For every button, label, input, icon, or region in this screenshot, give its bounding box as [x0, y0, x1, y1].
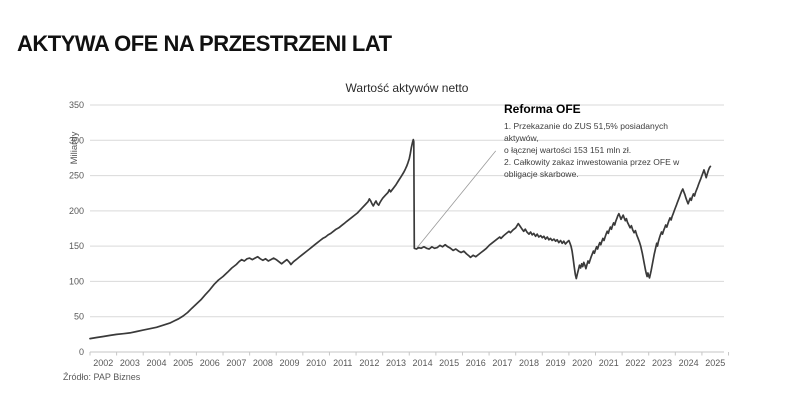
- x-tick-label: 2017: [492, 358, 512, 368]
- x-tick-label: 2005: [173, 358, 193, 368]
- x-tick-label: 2009: [280, 358, 300, 368]
- x-tick-label: 2010: [306, 358, 326, 368]
- x-tick-label: 2022: [625, 358, 645, 368]
- x-tick-label: 2023: [652, 358, 672, 368]
- y-tick-label: 0: [79, 347, 84, 357]
- y-axis-title: Miliardy: [69, 131, 80, 164]
- asset-value-line: [89, 138, 712, 340]
- y-tick-label: 100: [69, 276, 84, 286]
- y-tick-label: 200: [69, 206, 84, 216]
- annotation-line-2: o łącznej wartości 153 151 mln zł.: [504, 145, 632, 155]
- y-tick-label: 350: [69, 100, 84, 110]
- x-tick-label: 2019: [546, 358, 566, 368]
- x-tick-label: 2015: [439, 358, 459, 368]
- x-tick-label: 2025: [705, 358, 725, 368]
- x-tick-label: 2006: [200, 358, 220, 368]
- annotation-title: Reforma OFE: [504, 102, 581, 116]
- y-tick-label: 250: [69, 171, 84, 181]
- x-tick-label: 2016: [466, 358, 486, 368]
- reform-annotation: Reforma OFE 1. Przekazanie do ZUS 51,5% …: [504, 102, 704, 180]
- annotation-line-4: obligacje skarbowe.: [504, 169, 579, 179]
- page-title: AKTYWA OFE NA PRZESTRZENI LAT: [17, 31, 392, 56]
- x-tick-label: 2008: [253, 358, 273, 368]
- x-tick-label: 2014: [413, 358, 433, 368]
- x-tick-label: 2018: [519, 358, 539, 368]
- x-tick-label: 2007: [226, 358, 246, 368]
- x-tick-label: 2012: [359, 358, 379, 368]
- y-tick-label: 50: [74, 312, 84, 322]
- source-note: Źródło: PAP Biznes: [63, 372, 141, 382]
- x-tick-label: 2011: [333, 358, 352, 368]
- y-tick-label: 300: [69, 135, 84, 145]
- x-tick-label: 2003: [120, 358, 140, 368]
- x-tick-label: 2013: [386, 358, 406, 368]
- x-tick-label: 2004: [146, 358, 166, 368]
- annotation-leader-line: [416, 150, 497, 248]
- x-tick-label: 2002: [93, 358, 113, 368]
- chart-title: Wartość aktywów netto: [345, 81, 469, 95]
- x-tick-label: 2024: [679, 358, 699, 368]
- annotation-line-3: 2. Całkowity zakaz inwestowania przez OF…: [504, 157, 680, 167]
- y-tick-label: 150: [69, 241, 84, 251]
- annotation-line-1: 1. Przekazanie do ZUS 51,5% posiadanych …: [504, 121, 668, 143]
- x-tick-label: 2021: [599, 358, 619, 368]
- x-tick-label: 2020: [572, 358, 592, 368]
